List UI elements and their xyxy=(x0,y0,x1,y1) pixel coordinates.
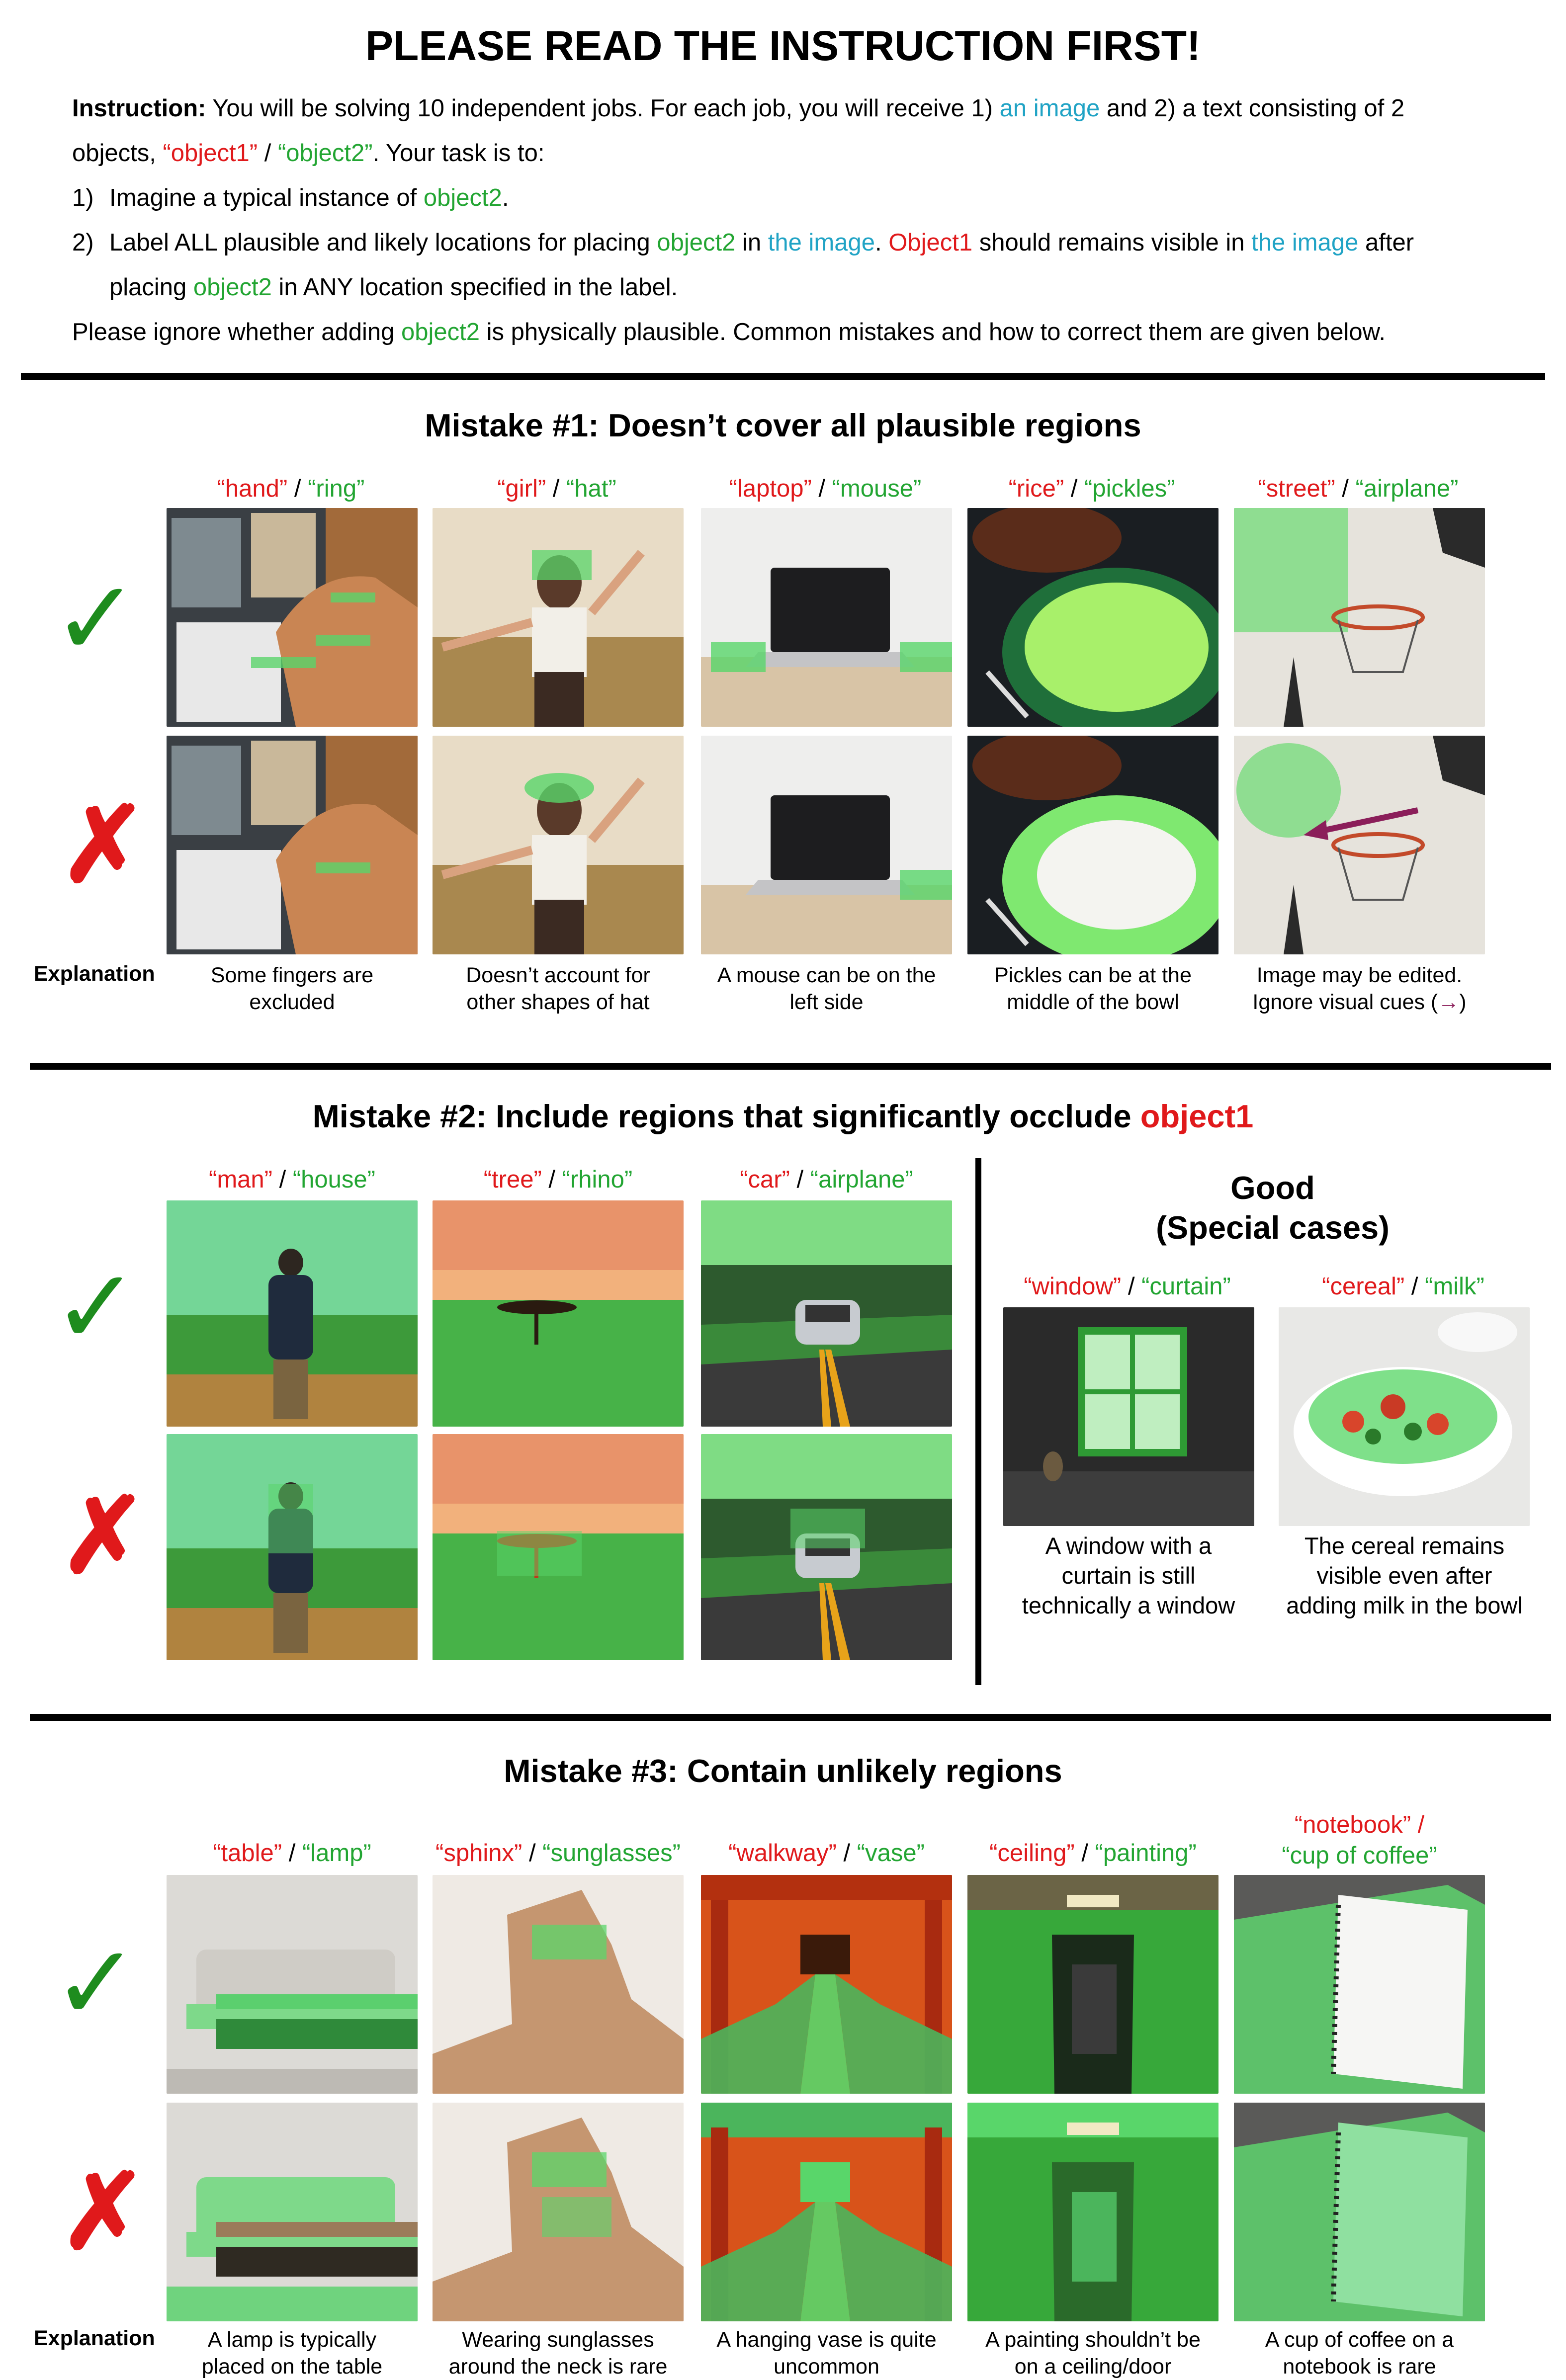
m3-sphinx-sunglasses-correct-image xyxy=(433,1875,684,2094)
m3-check-icon: ✓ xyxy=(52,1925,140,2041)
m3-expl-5: A cup of coffee on a notebook is rare xyxy=(1265,2328,1454,2379)
m1-street-airplane-correct-image xyxy=(1234,508,1485,727)
m1-cross-icon: ✗ xyxy=(60,786,147,903)
m1-rice-pickles-correct-image xyxy=(967,508,1218,727)
m1-explanation-label: Explanation xyxy=(34,962,155,986)
divider-3 xyxy=(30,1714,1551,1721)
arrow-right-icon: → xyxy=(1438,990,1460,1014)
m3-notebook-coffee-correct-image xyxy=(1234,1875,1485,2094)
m3-caption-4: “ceiling” / “painting” xyxy=(989,1840,1197,1867)
m1-caption-4: “rice” / “pickles” xyxy=(1008,475,1175,502)
m2-car-airplane-wrong-image xyxy=(701,1434,952,1660)
m2-caption-2: “tree” / “rhino” xyxy=(483,1166,633,1193)
m1-girl-hat-correct-image xyxy=(433,508,684,727)
m3-expl-3: A hanging vase is quite uncommon xyxy=(716,2328,937,2379)
page-title: PLEASE READ THE INSTRUCTION FIRST! xyxy=(365,22,1201,69)
m1-girl-hat-wrong-image xyxy=(433,736,684,954)
m1-street-airplane-wrong-image xyxy=(1234,736,1485,954)
m3-table-lamp-wrong-image xyxy=(167,2103,418,2321)
m3-explanation-label: Explanation xyxy=(34,2326,155,2350)
m1-check-icon: ✓ xyxy=(52,560,140,677)
good-cereal-milk-image xyxy=(1279,1307,1530,1526)
m2-cross-icon: ✗ xyxy=(60,1477,147,1594)
m1-caption-2: “girl” / “hat” xyxy=(497,475,616,502)
m1-caption-5: “street” / “airplane” xyxy=(1258,475,1459,502)
m3-expl-4: A painting shouldn’t be on a ceiling/door xyxy=(985,2328,1201,2379)
m3-caption-3: “walkway” / “vase” xyxy=(728,1840,925,1867)
divider-1 xyxy=(21,373,1545,380)
m3-ceiling-painting-wrong-image xyxy=(967,2103,1218,2321)
good-caption-1: “window” / “curtain” xyxy=(1024,1273,1231,1300)
m3-cross-icon: ✗ xyxy=(60,2153,147,2270)
good-title: Good (Special cases) xyxy=(1156,1170,1390,1246)
good-window-curtain-image xyxy=(1003,1307,1254,1526)
m1-expl-1: Some fingers are excluded xyxy=(210,963,374,1014)
m2-caption-3: “car” / “airplane” xyxy=(740,1166,913,1193)
m3-walkway-vase-correct-image xyxy=(701,1875,952,2094)
instruction-line-2: objects, “object1” / “object2”. Your tas… xyxy=(72,140,545,167)
m3-expl-1: A lamp is typically placed on the table xyxy=(201,2328,383,2379)
instruction-step-1: 1) Imagine a typical instance of object2… xyxy=(72,184,509,211)
m3-expl-2: Wearing sunglasses around the neck is rar… xyxy=(448,2328,668,2379)
m1-expl-5: Image may be edited. Ignore visual cues (… xyxy=(1252,963,1467,1014)
vertical-divider xyxy=(975,1158,981,1685)
m2-man-house-correct-image xyxy=(167,1200,418,1427)
good-expl-2: The cereal remains visible even after addi… xyxy=(1286,1532,1523,1618)
instruction-line-5: Please ignore whether adding object2 is … xyxy=(72,319,1386,345)
m3-caption-2: “sphinx” / “sunglasses” xyxy=(435,1840,681,1867)
mistake3-title: Mistake #3: Contain unlikely regions xyxy=(504,1753,1062,1789)
mistake2-title: Mistake #2: Include regions that signifi… xyxy=(312,1098,1254,1134)
m1-expl-4: Pickles can be at the middle of the bowl xyxy=(994,963,1192,1014)
m1-hand-ring-wrong-image xyxy=(167,736,418,954)
m2-tree-rhino-wrong-image xyxy=(433,1434,684,1660)
m3-sphinx-sunglasses-wrong-image xyxy=(433,2103,684,2321)
m1-expl-3: A mouse can be on the left side xyxy=(717,963,936,1014)
instruction-line-1: Instruction: You will be solving 10 inde… xyxy=(72,95,1405,122)
m3-ceiling-painting-correct-image xyxy=(967,1875,1218,2094)
mistake1-title: Mistake #1: Doesn’t cover all plausible … xyxy=(425,407,1141,443)
instruction-step-2: 2) Label ALL plausible and likely locati… xyxy=(72,229,1414,256)
m3-notebook-coffee-wrong-image xyxy=(1234,2103,1485,2321)
m2-check-icon: ✓ xyxy=(52,1249,140,1365)
m1-expl-2: Doesn’t account for other shapes of hat xyxy=(466,963,650,1014)
divider-2 xyxy=(30,1063,1551,1070)
instruction-label: Instruction: xyxy=(72,95,206,122)
m2-caption-1: “man” / “house” xyxy=(209,1166,375,1193)
m1-rice-pickles-wrong-image xyxy=(967,736,1218,954)
m1-caption-3: “laptop” / “mouse” xyxy=(729,475,922,502)
m2-man-house-wrong-image xyxy=(167,1434,418,1660)
m3-table-lamp-correct-image xyxy=(167,1875,418,2094)
m3-walkway-vase-wrong-image xyxy=(701,2103,952,2321)
m1-laptop-mouse-correct-image xyxy=(701,508,952,727)
good-caption-2: “cereal” / “milk” xyxy=(1322,1273,1484,1300)
m2-tree-rhino-correct-image xyxy=(433,1200,684,1427)
good-expl-1: A window with a curtain is still technical… xyxy=(1022,1532,1235,1618)
m1-hand-ring-correct-image xyxy=(167,508,418,727)
m2-car-airplane-correct-image xyxy=(701,1200,952,1427)
m1-laptop-mouse-wrong-image xyxy=(701,736,952,954)
m3-caption-1: “table” / “lamp” xyxy=(213,1840,371,1867)
m1-caption-1: “hand” / “ring” xyxy=(217,475,365,502)
m3-caption-5: “notebook” / “cup of coffee” xyxy=(1282,1811,1437,1869)
